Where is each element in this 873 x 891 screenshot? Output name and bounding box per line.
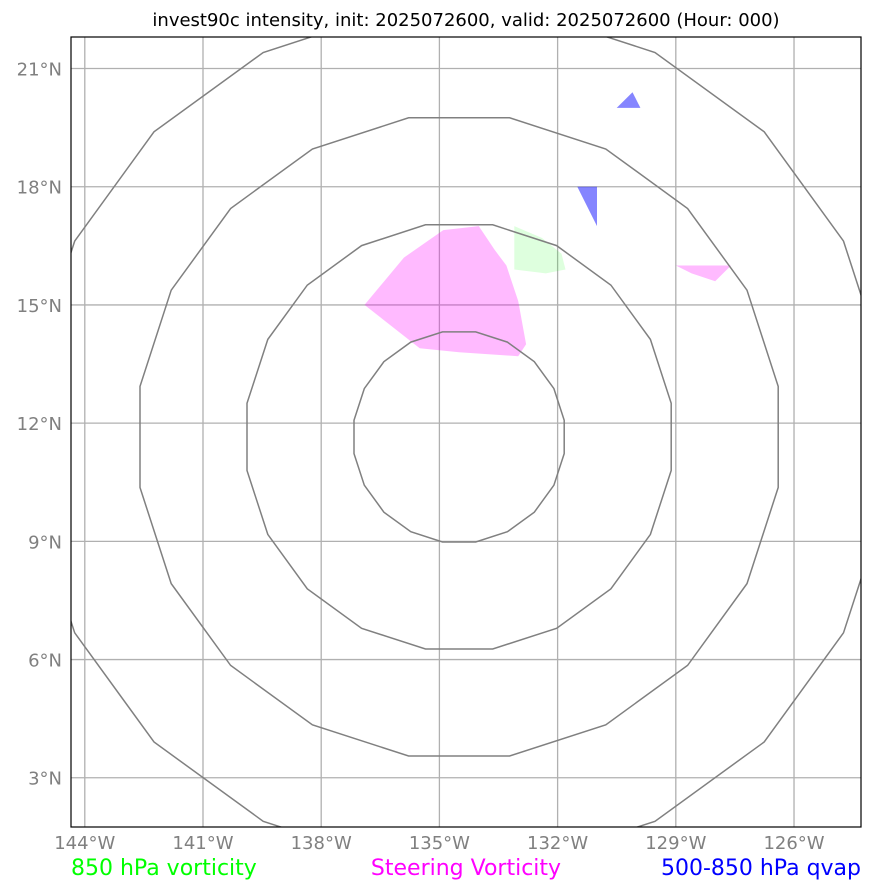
map-title: invest90c intensity, init: 2025072600, v… [152,10,779,31]
latitude-tick-label: 18°N [17,178,62,199]
latitude-tick-label: 15°N [17,296,62,317]
latitude-tick-label: 3°N [28,769,62,790]
graticule [71,37,861,827]
longitude-tick-label: 141°W [172,833,233,854]
longitude-tick-label: 135°W [409,833,470,854]
map-frame [70,36,862,828]
legend-500-850-qvap: 500-850 hPa qvap [661,856,861,881]
vorticity-850-area [514,226,566,274]
longitude-tick-label: 129°W [645,833,706,854]
field-areas [364,92,731,357]
legend-steering-vorticity: Steering Vorticity [371,856,561,881]
distance-rings [71,37,861,827]
longitude-tick-label: 138°W [291,833,352,854]
longitude-tick-label: 132°W [527,833,588,854]
qvap-500-850-area [616,92,641,108]
distance-ring [139,117,779,757]
longitude-tick-labels: 144°W 141°W 138°W 135°W 132°W 129°W 126°W [54,833,825,854]
latitude-tick-label: 12°N [17,414,62,435]
longitude-tick-label: 144°W [54,833,115,854]
vorticity-850-area [675,265,731,282]
steering-vorticity-area [364,226,527,357]
legend-850-vorticity: 850 hPa vorticity [71,856,257,881]
distance-ring [353,331,565,543]
distance-ring [246,224,672,650]
distance-ring [71,37,861,827]
latitude-tick-label: 6°N [28,651,62,672]
legend: 850 hPa vorticity Steering Vorticity 500… [71,856,861,881]
latitude-tick-label: 9°N [28,532,62,553]
latitude-tick-labels: 21°N 18°N 15°N 12°N 9°N 6°N 3°N [17,60,62,790]
qvap-500-850-area [577,186,597,227]
longitude-tick-label: 126°W [763,833,824,854]
latitude-tick-label: 21°N [17,60,62,81]
